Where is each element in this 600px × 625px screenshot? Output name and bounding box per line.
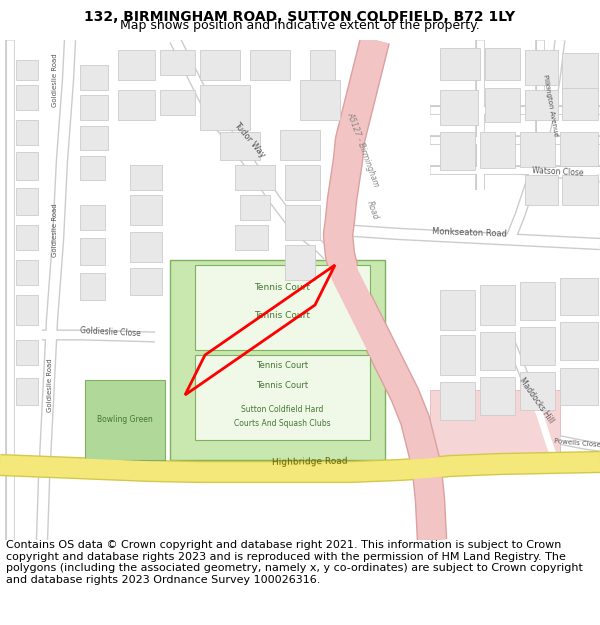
Polygon shape [170, 260, 385, 460]
Text: Road: Road [364, 199, 380, 221]
Polygon shape [480, 285, 515, 325]
Polygon shape [310, 50, 335, 80]
Polygon shape [480, 332, 515, 370]
Text: Tennis Court: Tennis Court [254, 311, 310, 319]
Polygon shape [220, 132, 260, 160]
Polygon shape [235, 165, 275, 190]
Text: Goldieslie Road: Goldieslie Road [52, 203, 58, 257]
Polygon shape [16, 225, 38, 250]
Polygon shape [118, 50, 155, 80]
Polygon shape [118, 90, 155, 120]
Polygon shape [480, 377, 515, 415]
Polygon shape [560, 322, 598, 360]
Polygon shape [440, 382, 475, 420]
Text: Powells Close: Powells Close [554, 438, 600, 448]
Polygon shape [130, 268, 162, 295]
Polygon shape [80, 205, 105, 230]
Polygon shape [430, 390, 560, 460]
Polygon shape [485, 88, 520, 122]
Polygon shape [160, 50, 195, 75]
Polygon shape [560, 368, 598, 405]
Text: Map shows position and indicative extent of the property.: Map shows position and indicative extent… [120, 19, 480, 32]
Polygon shape [440, 48, 480, 80]
Polygon shape [16, 378, 38, 405]
Text: Courts And Squash Clubs: Courts And Squash Clubs [233, 419, 331, 429]
Polygon shape [16, 340, 38, 365]
Text: Tennis Court: Tennis Court [256, 361, 308, 369]
Polygon shape [80, 273, 105, 300]
Polygon shape [525, 175, 558, 205]
Polygon shape [440, 132, 475, 170]
Polygon shape [485, 48, 520, 80]
Polygon shape [235, 225, 268, 250]
Text: Tennis Court: Tennis Court [254, 282, 310, 291]
Text: Bowling Green: Bowling Green [97, 416, 153, 424]
Text: Goldieslie Road: Goldieslie Road [47, 358, 53, 412]
Polygon shape [525, 90, 558, 120]
Polygon shape [520, 327, 555, 365]
Text: Sutton Coldfield Hard: Sutton Coldfield Hard [241, 406, 323, 414]
Text: Goldieslie Road: Goldieslie Road [52, 53, 58, 107]
Polygon shape [562, 53, 598, 90]
Polygon shape [195, 265, 370, 350]
Text: Pilkington Avenue: Pilkington Avenue [542, 74, 559, 136]
Polygon shape [440, 290, 475, 330]
Text: Contains OS data © Crown copyright and database right 2021. This information is : Contains OS data © Crown copyright and d… [6, 540, 583, 585]
Polygon shape [520, 132, 555, 167]
Polygon shape [285, 165, 320, 200]
Polygon shape [480, 132, 515, 168]
Polygon shape [16, 188, 38, 215]
Polygon shape [16, 60, 38, 80]
Polygon shape [250, 50, 290, 80]
Text: Highbridge Road: Highbridge Road [272, 457, 348, 467]
Polygon shape [560, 132, 598, 166]
Polygon shape [16, 260, 38, 285]
Polygon shape [285, 245, 315, 280]
Polygon shape [300, 80, 340, 120]
Polygon shape [16, 120, 38, 145]
Text: Maddocks Hill: Maddocks Hill [517, 376, 555, 424]
Polygon shape [440, 335, 475, 375]
Polygon shape [80, 126, 108, 150]
Text: Watson Close: Watson Close [532, 166, 584, 178]
Text: Tennis Court: Tennis Court [256, 381, 308, 389]
Polygon shape [200, 50, 240, 80]
Text: Monkseaton Road: Monkseaton Road [433, 228, 508, 239]
Polygon shape [520, 372, 555, 410]
Polygon shape [80, 95, 108, 120]
Polygon shape [130, 195, 162, 225]
Polygon shape [525, 50, 558, 85]
Polygon shape [16, 152, 38, 180]
Polygon shape [80, 156, 105, 180]
Text: 132, BIRMINGHAM ROAD, SUTTON COLDFIELD, B72 1LY: 132, BIRMINGHAM ROAD, SUTTON COLDFIELD, … [85, 10, 515, 24]
Polygon shape [16, 295, 38, 325]
Polygon shape [80, 238, 105, 265]
Polygon shape [240, 195, 270, 220]
Polygon shape [562, 175, 598, 205]
Text: Goldieslie Close: Goldieslie Close [79, 326, 140, 338]
Polygon shape [562, 88, 598, 120]
Polygon shape [285, 205, 320, 240]
Text: A5127 - Birmingham: A5127 - Birmingham [345, 111, 381, 189]
Polygon shape [130, 165, 162, 190]
Polygon shape [16, 85, 38, 110]
Polygon shape [195, 355, 370, 440]
Polygon shape [440, 90, 478, 125]
Polygon shape [520, 282, 555, 320]
Polygon shape [280, 130, 320, 160]
Polygon shape [560, 278, 598, 315]
Text: Tudor Way: Tudor Way [233, 121, 268, 159]
Polygon shape [130, 232, 162, 262]
Polygon shape [160, 90, 195, 115]
Polygon shape [80, 65, 108, 90]
Polygon shape [200, 85, 250, 130]
Polygon shape [85, 380, 165, 460]
